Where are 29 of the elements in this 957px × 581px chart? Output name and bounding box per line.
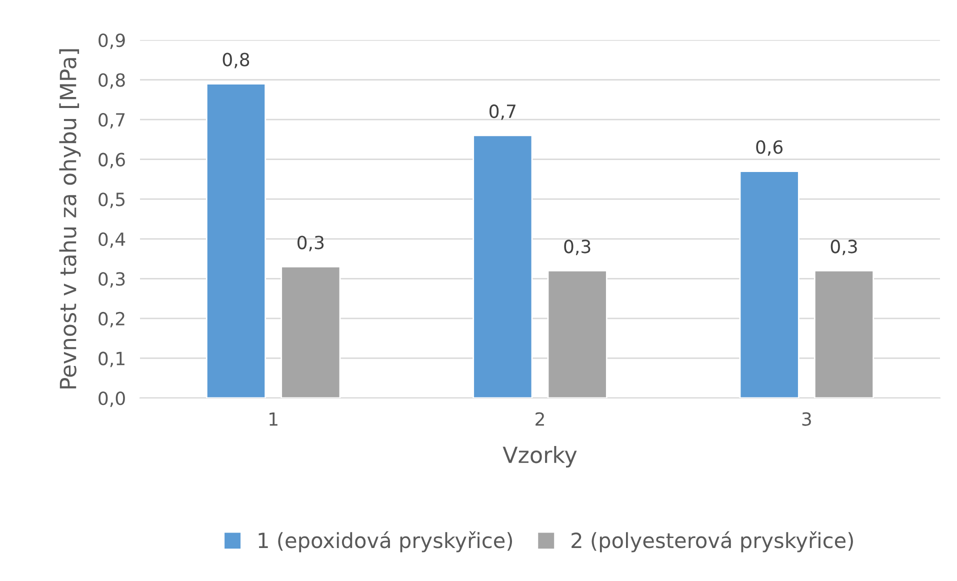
data-label: 0,3 [298, 236, 324, 252]
bar [206, 83, 266, 398]
y-tick-label: 0,0 [98, 391, 125, 407]
data-label: 0,6 [756, 140, 783, 156]
data-label: 0,3 [830, 240, 857, 256]
bar [280, 266, 341, 398]
bar [547, 270, 608, 398]
bar [814, 270, 874, 398]
y-tick-label: 0,1 [98, 352, 124, 368]
bar [739, 170, 800, 398]
y-axis-title: Pevnost v tahu za ohybu [MPa] [59, 49, 81, 388]
x-tick-label: 3 [802, 412, 811, 426]
y-tick-label: 0,8 [98, 73, 125, 89]
y-tick-label: 0,5 [98, 192, 125, 208]
y-tick-label: 0,3 [98, 272, 125, 288]
y-tick-label: 0,7 [98, 113, 125, 129]
data-label: 0,7 [490, 104, 516, 120]
bar [472, 134, 533, 398]
x-tick-label: 2 [536, 412, 544, 426]
legend-label: 2 (polyesterová pryskyřice) [572, 531, 853, 552]
legend-label: 1 (epoxidová pryskyřice) [258, 531, 512, 552]
x-axis-title: Vzorky [502, 446, 577, 468]
y-tick-label: 0,4 [98, 232, 126, 248]
y-tick-label: 0,9 [98, 33, 125, 49]
y-tick-label: 0,2 [98, 312, 124, 328]
data-label: 0,3 [564, 240, 590, 256]
data-label: 0,8 [222, 52, 250, 68]
y-tick-label: 0,6 [98, 152, 125, 168]
x-tick-label: 1 [270, 412, 278, 426]
